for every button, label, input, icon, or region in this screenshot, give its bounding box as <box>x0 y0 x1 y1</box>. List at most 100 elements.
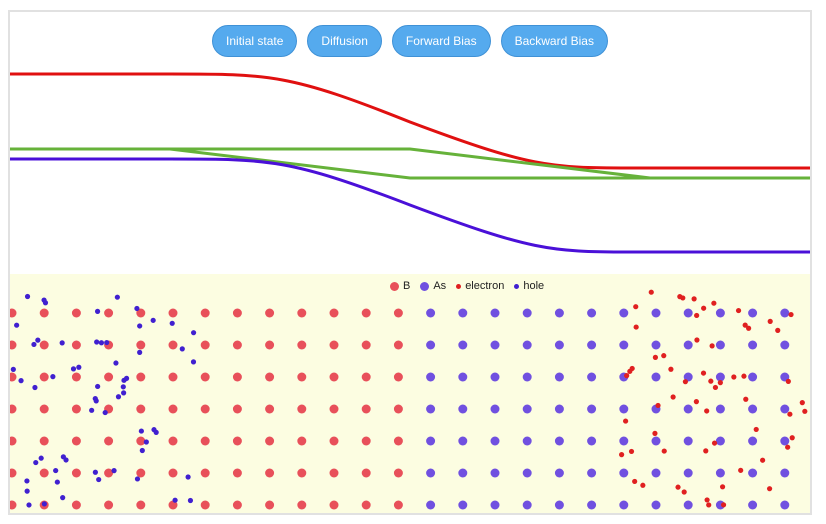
boron-ion <box>39 372 49 382</box>
boron-ion <box>297 372 307 382</box>
boron-ion <box>168 404 178 414</box>
initial-state-button[interactable]: Initial state <box>212 25 298 57</box>
hole <box>150 317 156 323</box>
arsenic-ion <box>748 372 758 382</box>
arsenic-ion <box>683 468 693 478</box>
arsenic-ion <box>651 372 661 382</box>
legend: B As electron hole <box>390 280 550 292</box>
electron <box>691 296 697 302</box>
electron <box>670 394 676 400</box>
boron-ion <box>265 308 275 318</box>
hole <box>35 337 41 343</box>
boron-ion <box>329 468 339 478</box>
arsenic-ion <box>458 308 468 318</box>
boron-ion <box>71 308 81 318</box>
forward-bias-button[interactable]: Forward Bias <box>391 25 491 57</box>
boron-ion <box>329 436 339 446</box>
arsenic-ion <box>426 404 436 414</box>
arsenic-ion <box>651 340 661 350</box>
arsenic-ion <box>490 372 500 382</box>
electron <box>623 418 629 424</box>
electron <box>767 318 773 324</box>
arsenic-ion <box>490 436 500 446</box>
electron <box>711 440 718 446</box>
boron-ion <box>136 372 146 382</box>
diffusion-button[interactable]: Diffusion <box>307 25 382 57</box>
boron-ion <box>39 404 49 414</box>
hole <box>134 476 141 482</box>
arsenic-ion <box>651 308 661 318</box>
arsenic-ion <box>780 500 790 510</box>
hole <box>24 293 31 300</box>
boron-ion <box>232 404 242 414</box>
hole <box>50 374 56 380</box>
arsenic-ion <box>458 436 468 446</box>
boron-ion <box>232 340 242 350</box>
arsenic-ion <box>587 468 597 478</box>
boron-ion <box>200 372 210 382</box>
electron <box>719 484 726 490</box>
hole <box>76 364 82 370</box>
electron <box>701 305 707 311</box>
boron-ion <box>39 468 49 478</box>
hole <box>14 322 20 328</box>
arsenic-ion <box>715 372 725 382</box>
hole <box>111 468 117 474</box>
hole <box>134 305 140 312</box>
hole <box>94 339 100 345</box>
electron <box>668 366 674 372</box>
boron-ion <box>136 340 146 350</box>
arsenic-ion <box>619 308 629 318</box>
electron <box>648 289 654 295</box>
hole <box>89 407 95 413</box>
boron-ion <box>361 308 371 318</box>
hole <box>137 349 143 355</box>
arsenic-ion <box>522 404 532 414</box>
hole <box>54 479 60 485</box>
backward-bias-button[interactable]: Backward Bias <box>500 25 608 57</box>
hole <box>169 320 175 326</box>
legend-label-electron: electron <box>465 280 505 292</box>
arsenic-ion <box>780 340 790 350</box>
arsenic-ion <box>490 308 500 318</box>
electron <box>700 370 707 376</box>
crystal-lattice: B As electron hole <box>10 274 810 513</box>
arsenic-ion <box>522 500 532 510</box>
hole <box>98 340 105 346</box>
boron-ion <box>232 308 242 318</box>
boron-ion <box>200 340 210 350</box>
arsenic-ion <box>748 308 758 318</box>
arsenic-ion <box>554 308 564 318</box>
hole <box>41 297 47 303</box>
hole <box>95 383 101 390</box>
hole <box>70 366 77 372</box>
boron-ion <box>329 404 339 414</box>
boron-ion <box>393 436 403 446</box>
electron <box>680 295 686 301</box>
arsenic-ion <box>426 436 436 446</box>
hole <box>139 447 145 454</box>
boron-ion <box>297 404 307 414</box>
arsenic-ion <box>748 404 758 414</box>
electron <box>627 368 633 374</box>
legend-label-hole: hole <box>523 280 545 292</box>
boron-ion <box>104 436 114 446</box>
hole <box>94 308 101 314</box>
boron-ion <box>71 500 81 510</box>
electron <box>681 489 687 495</box>
electron <box>785 378 791 384</box>
electron <box>661 353 667 359</box>
electron <box>632 478 638 485</box>
boron-ion <box>104 500 114 510</box>
boron-ion <box>10 500 17 510</box>
boron-ion <box>393 500 403 510</box>
arsenic-ion <box>426 308 436 318</box>
arsenic-ion <box>780 468 790 478</box>
arsenic-ion <box>587 340 597 350</box>
hole <box>151 427 157 433</box>
boron-ion <box>361 404 371 414</box>
electron <box>655 402 661 409</box>
electron <box>760 457 766 463</box>
arsenic-ion <box>587 308 597 318</box>
electron <box>742 322 748 328</box>
